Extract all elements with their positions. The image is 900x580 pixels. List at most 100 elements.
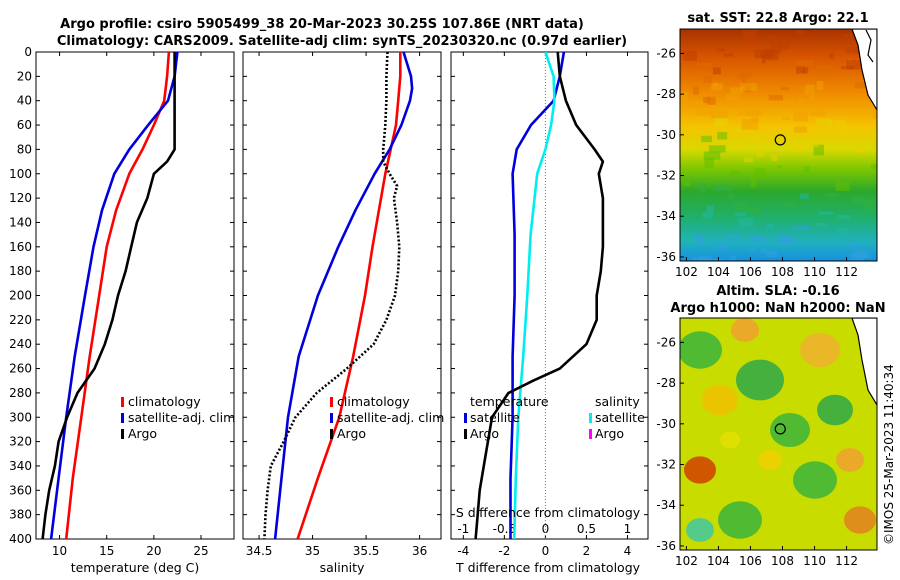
sst-texture-cell (783, 201, 797, 208)
lat-tick-label: -30 (656, 417, 676, 431)
depth-tick-label: 80 (17, 142, 32, 156)
s-difference-tick-labels: -1-0.500.51 (457, 522, 631, 536)
difference-series (474, 52, 605, 539)
lat-tick-label: -30 (656, 128, 676, 142)
sla-eddy (736, 359, 784, 401)
series-line-satellite-adj-clim (273, 52, 414, 539)
sst-texture-cell (680, 142, 694, 146)
x-tick-label: -2 (498, 544, 510, 558)
sla-map-frame (679, 317, 878, 551)
sla-lat-ticks: -26 -28 -30 -32 -34 -36 (656, 335, 684, 553)
sst-map-title: sat. SST: 22.8 Argo: 22.1 (687, 11, 868, 26)
sla-eddy (720, 431, 740, 449)
sst-lat-ticks: -26 -28 -30 -32 -34 -36 (656, 46, 684, 264)
sst-texture-cell (750, 235, 765, 243)
x-tick-label: -4 (457, 544, 469, 558)
lon-tick-label: 106 (739, 554, 762, 568)
sst-texture-cell (768, 94, 783, 101)
legend-swatch-argo (121, 429, 124, 439)
sst-texture-cell (816, 81, 824, 90)
depth-tick-label: 20 (17, 69, 32, 83)
legend-label-t-argo: Argo (470, 426, 499, 441)
series-line-argo (263, 52, 401, 539)
depth-tick-label: 120 (9, 191, 32, 205)
legend-swatch-argo (330, 429, 333, 439)
sst-map: sat. SST: 22.8 Argo: 22.1 102 104 106 108 11… (656, 11, 878, 279)
sst-texture-cell (817, 64, 831, 75)
sst-texture-cell (710, 258, 724, 261)
sst-texture-cell (728, 193, 735, 199)
coastline-australia (851, 318, 877, 407)
difference-legend: temperature salinity satellite Argo sate… (464, 394, 645, 441)
depth-tick-label: 220 (9, 313, 32, 327)
depth-tick-label: 380 (9, 508, 32, 522)
argo-location-marker (774, 423, 786, 435)
sla-eddy (686, 518, 714, 542)
depth-tick-label: 140 (9, 215, 32, 229)
lon-tick-label: 104 (707, 265, 730, 279)
sla-eddy (844, 506, 876, 534)
coastline-australia (851, 29, 877, 112)
sst-texture-cell (793, 111, 808, 122)
sst-texture-cell (813, 144, 824, 156)
sla-eddy (684, 456, 716, 484)
sst-texture-cell (680, 231, 697, 243)
sst-texture-cell (875, 241, 877, 251)
lat-tick-label: -36 (656, 250, 676, 264)
sst-texture-cell (716, 48, 725, 52)
sst-texture-cell (871, 131, 877, 140)
sst-field (680, 29, 877, 261)
sst-texture-cell (776, 165, 783, 169)
sst-texture-cell (845, 47, 863, 54)
x-tick-label: 4 (624, 544, 632, 558)
sla-eddy (718, 501, 762, 539)
depth-tick-label: 200 (9, 289, 32, 303)
sst-texture-cell (716, 186, 731, 190)
x-tick-label: 36 (412, 544, 427, 558)
sst-texture-cell (809, 111, 826, 117)
sst-texture-cell (711, 83, 723, 91)
sst-texture-cell (723, 53, 734, 57)
sst-texture-cell (728, 235, 737, 239)
salinity-xlabel: salinity (320, 560, 365, 575)
sst-texture-cell (761, 248, 767, 254)
sst-texture-cell (692, 100, 706, 107)
x-tick-label: 25 (193, 544, 208, 558)
sst-texture-cell (725, 93, 740, 101)
lat-tick-label: -32 (656, 458, 676, 472)
sst-texture-cell (746, 108, 764, 117)
sst-texture-cell (743, 157, 753, 163)
figure-title-line1: Argo profile: csiro 5905499_38 20-Mar-20… (60, 17, 584, 32)
lon-tick-label: 108 (771, 265, 794, 279)
series-line-climatology (296, 52, 402, 539)
sst-texture-cell (782, 100, 795, 106)
sst-texture-cell (782, 117, 790, 121)
depth-tick-label: 160 (9, 240, 32, 254)
sst-texture-cell (781, 238, 797, 244)
sla-map: Altim. SLA: -0.16 Argo h1000: NaN h2000:… (656, 284, 885, 568)
sla-eddies (680, 318, 876, 542)
difference-axes-frame (450, 51, 649, 540)
x-tick-label: 2 (583, 544, 591, 558)
lat-tick-label: -26 (656, 335, 676, 349)
sst-texture-cell (851, 258, 865, 261)
sst-texture-cell (713, 82, 718, 86)
sst-texture-cell (840, 124, 852, 132)
t-difference-tick-labels: -4 -2 0 2 4 (457, 52, 631, 558)
sst-texture-cell (717, 132, 728, 140)
sst-texture-cell (818, 211, 833, 216)
sst-texture-cell (738, 218, 754, 228)
sst-texture-cell (713, 117, 729, 126)
lat-tick-label: -26 (656, 46, 676, 60)
depth-tick-label: 240 (9, 337, 32, 351)
sst-texture-cell (748, 205, 762, 213)
difference-depth-ticks (451, 51, 648, 540)
depth-tick-labels: 0 20 40 60 80 100 120 140 160 180 200 220 240 260 280 3… (9, 45, 234, 546)
sla-eddy (793, 461, 837, 499)
sst-texture-cell (683, 180, 691, 187)
sst-texture-cell (741, 29, 758, 41)
salinity-tick-labels: 34.5 35 35.5 36 (246, 52, 427, 558)
sst-texture-cell (741, 119, 759, 130)
x-tick-label: 15 (99, 544, 114, 558)
